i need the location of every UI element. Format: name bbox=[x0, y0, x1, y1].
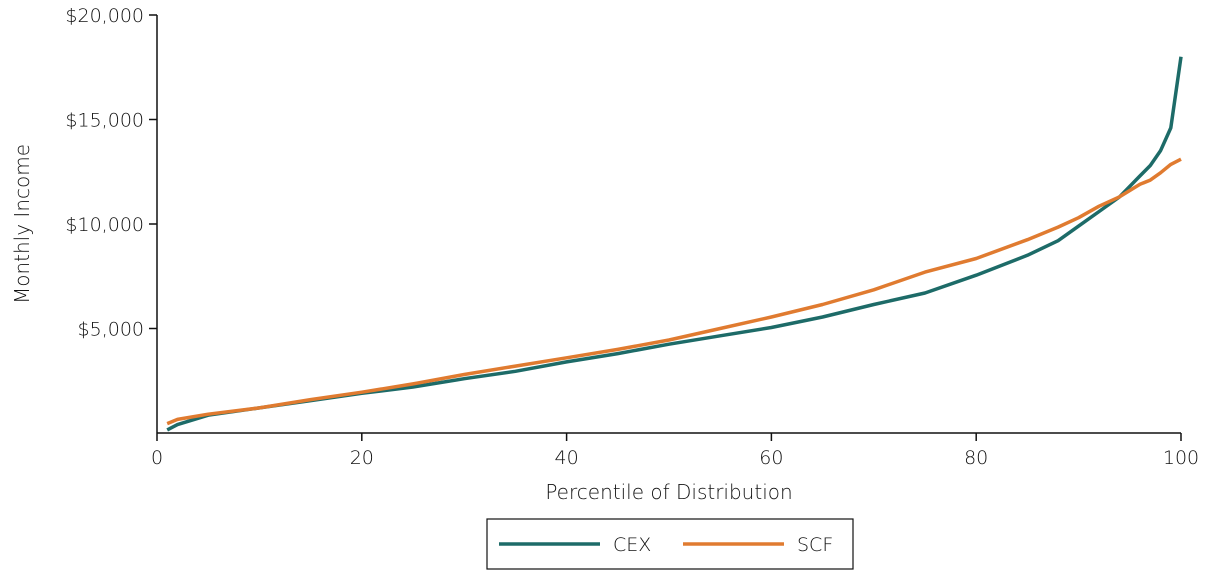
x-tick-label: 100 bbox=[1163, 447, 1199, 469]
y-axis-title: Monthly Income bbox=[10, 144, 34, 304]
y-tick-label: $5,000 bbox=[78, 319, 144, 341]
legend: CEX SCF bbox=[486, 518, 854, 570]
x-tick-label: 40 bbox=[555, 447, 579, 469]
series-line-cex bbox=[166, 56, 1183, 432]
x-axis-title: Percentile of Distribution bbox=[545, 480, 792, 504]
series-line-scf bbox=[166, 157, 1182, 426]
plot-area bbox=[166, 56, 1183, 432]
y-tick-label: $10,000 bbox=[65, 214, 144, 236]
legend-label-cex: CEX bbox=[613, 534, 651, 556]
y-tick-label: $20,000 bbox=[65, 5, 144, 27]
x-tick-label: 0 bbox=[151, 447, 163, 469]
x-tick-label: 80 bbox=[964, 447, 988, 469]
x-tick-label: 60 bbox=[759, 447, 783, 469]
y-tick-label: $15,000 bbox=[65, 110, 144, 132]
x-tick-label: 20 bbox=[350, 447, 374, 469]
y-axis-ticks: $5,000 $10,000 $15,000 $20,000 bbox=[65, 5, 157, 341]
legend-label-scf: SCF bbox=[797, 534, 833, 556]
x-axis-ticks: 0 20 40 60 80 100 bbox=[151, 433, 1199, 469]
